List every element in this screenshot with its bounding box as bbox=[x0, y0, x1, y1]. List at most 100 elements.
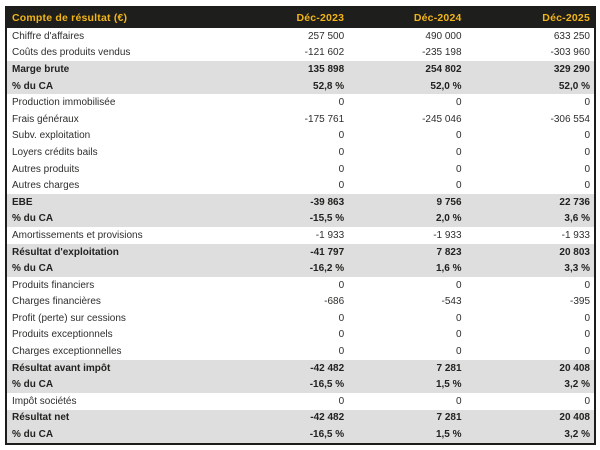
table-row: Loyers crédits bails 0 0 0 bbox=[6, 144, 595, 161]
row-label: EBE bbox=[6, 193, 247, 211]
cell-value: -1 933 bbox=[348, 227, 466, 244]
cell-value: 0 bbox=[246, 310, 349, 327]
table-row: Résultat net -42 482 7 281 20 408 bbox=[6, 409, 595, 427]
cell-value: 254 802 bbox=[348, 61, 466, 78]
column-header-dec-2025: Déc-2025 bbox=[465, 7, 595, 28]
cell-value: 3,2 % bbox=[465, 426, 595, 444]
row-label: Chiffre d'affaires bbox=[6, 28, 247, 45]
table-row: Résultat avant impôt -42 482 7 281 20 40… bbox=[6, 359, 595, 377]
cell-value: 0 bbox=[465, 144, 595, 161]
cell-value: 20 408 bbox=[465, 359, 595, 377]
cell-value: 0 bbox=[348, 144, 466, 161]
cell-value: 329 290 bbox=[465, 61, 595, 78]
cell-value: -42 482 bbox=[246, 359, 349, 377]
cell-value: -16,5 % bbox=[246, 376, 349, 394]
cell-value: 0 bbox=[465, 393, 595, 410]
row-label: Loyers crédits bails bbox=[6, 144, 247, 161]
row-label: Produits financiers bbox=[6, 276, 247, 294]
column-header-dec-2023: Déc-2023 bbox=[246, 7, 349, 28]
row-label: Coûts des produits vendus bbox=[6, 44, 247, 62]
row-label: Profit (perte) sur cessions bbox=[6, 310, 247, 327]
table-row: Autres charges 0 0 0 bbox=[6, 177, 595, 194]
table-row: EBE -39 863 9 756 22 736 bbox=[6, 193, 595, 211]
table-row: % du CA -16,2 % 1,6 % 3,3 % bbox=[6, 260, 595, 277]
table-row: Coûts des produits vendus -121 602 -235 … bbox=[6, 44, 595, 62]
cell-value: 0 bbox=[246, 127, 349, 145]
cell-value: 0 bbox=[348, 160, 466, 178]
income-statement-table: Compte de résultat (€) Déc-2023 Déc-2024… bbox=[5, 6, 596, 445]
cell-value: 20 803 bbox=[465, 243, 595, 261]
cell-value: 52,0 % bbox=[465, 77, 595, 95]
cell-value: -175 761 bbox=[246, 110, 349, 128]
table-row: Produits financiers 0 0 0 bbox=[6, 276, 595, 294]
table-row: Charges financières -686 -543 -395 bbox=[6, 293, 595, 311]
cell-value: 0 bbox=[465, 276, 595, 294]
cell-value: 0 bbox=[348, 127, 466, 145]
table-row: Impôt sociétés 0 0 0 bbox=[6, 393, 595, 410]
cell-value: 0 bbox=[246, 276, 349, 294]
column-header-dec-2024: Déc-2024 bbox=[348, 7, 466, 28]
cell-value: 0 bbox=[246, 326, 349, 344]
table-row: % du CA -16,5 % 1,5 % 3,2 % bbox=[6, 426, 595, 444]
table-row: Autres produits 0 0 0 bbox=[6, 160, 595, 178]
table-row: % du CA 52,8 % 52,0 % 52,0 % bbox=[6, 77, 595, 95]
cell-value: 0 bbox=[348, 393, 466, 410]
cell-value: 0 bbox=[465, 127, 595, 145]
cell-value: 0 bbox=[348, 310, 466, 327]
cell-value: 1,5 % bbox=[348, 426, 466, 444]
cell-value: 3,3 % bbox=[465, 260, 595, 277]
row-label: Autres charges bbox=[6, 177, 247, 194]
cell-value: 1,5 % bbox=[348, 376, 466, 394]
cell-value: 0 bbox=[348, 326, 466, 344]
cell-value: 0 bbox=[246, 160, 349, 178]
cell-value: -42 482 bbox=[246, 409, 349, 427]
cell-value: 2,0 % bbox=[348, 210, 466, 228]
cell-value: 633 250 bbox=[465, 28, 595, 45]
cell-value: 0 bbox=[465, 160, 595, 178]
cell-value: 0 bbox=[246, 177, 349, 194]
cell-value: 0 bbox=[348, 343, 466, 360]
row-label: Résultat net bbox=[6, 409, 247, 427]
table-row: Production immobilisée 0 0 0 bbox=[6, 94, 595, 111]
row-label: Impôt sociétés bbox=[6, 393, 247, 410]
cell-value: 0 bbox=[246, 94, 349, 111]
table-row: Produits exceptionnels 0 0 0 bbox=[6, 326, 595, 344]
row-label: Amortissements et provisions bbox=[6, 227, 247, 244]
table-row: Chiffre d'affaires 257 500 490 000 633 2… bbox=[6, 28, 595, 45]
cell-value: 52,8 % bbox=[246, 77, 349, 95]
cell-value: 3,2 % bbox=[465, 376, 595, 394]
table-row: Résultat d'exploitation -41 797 7 823 20… bbox=[6, 243, 595, 261]
row-label: % du CA bbox=[6, 426, 247, 444]
cell-value: -1 933 bbox=[246, 227, 349, 244]
cell-value: -543 bbox=[348, 293, 466, 311]
table-title: Compte de résultat (€) bbox=[6, 7, 247, 28]
cell-value: -39 863 bbox=[246, 193, 349, 211]
cell-value: 0 bbox=[465, 94, 595, 111]
row-label: Charges exceptionnelles bbox=[6, 343, 247, 360]
table-row: Frais généraux -175 761 -245 046 -306 55… bbox=[6, 110, 595, 128]
cell-value: 0 bbox=[348, 177, 466, 194]
row-label: Production immobilisée bbox=[6, 94, 247, 111]
row-label: Frais généraux bbox=[6, 110, 247, 128]
table-row: Amortissements et provisions -1 933 -1 9… bbox=[6, 227, 595, 244]
row-label: Subv. exploitation bbox=[6, 127, 247, 145]
cell-value: 22 736 bbox=[465, 193, 595, 211]
cell-value: 9 756 bbox=[348, 193, 466, 211]
row-label: % du CA bbox=[6, 210, 247, 228]
cell-value: -16,5 % bbox=[246, 426, 349, 444]
cell-value: 135 898 bbox=[246, 61, 349, 78]
table-row: % du CA -15,5 % 2,0 % 3,6 % bbox=[6, 210, 595, 228]
cell-value: 3,6 % bbox=[465, 210, 595, 228]
cell-value: -121 602 bbox=[246, 44, 349, 62]
cell-value: -1 933 bbox=[465, 227, 595, 244]
row-label: % du CA bbox=[6, 260, 247, 277]
table-header-row: Compte de résultat (€) Déc-2023 Déc-2024… bbox=[6, 7, 595, 28]
row-label: Charges financières bbox=[6, 293, 247, 311]
table-row: % du CA -16,5 % 1,5 % 3,2 % bbox=[6, 376, 595, 394]
row-label: Autres produits bbox=[6, 160, 247, 178]
cell-value: -15,5 % bbox=[246, 210, 349, 228]
cell-value: 52,0 % bbox=[348, 77, 466, 95]
cell-value: 0 bbox=[246, 343, 349, 360]
cell-value: 0 bbox=[465, 310, 595, 327]
